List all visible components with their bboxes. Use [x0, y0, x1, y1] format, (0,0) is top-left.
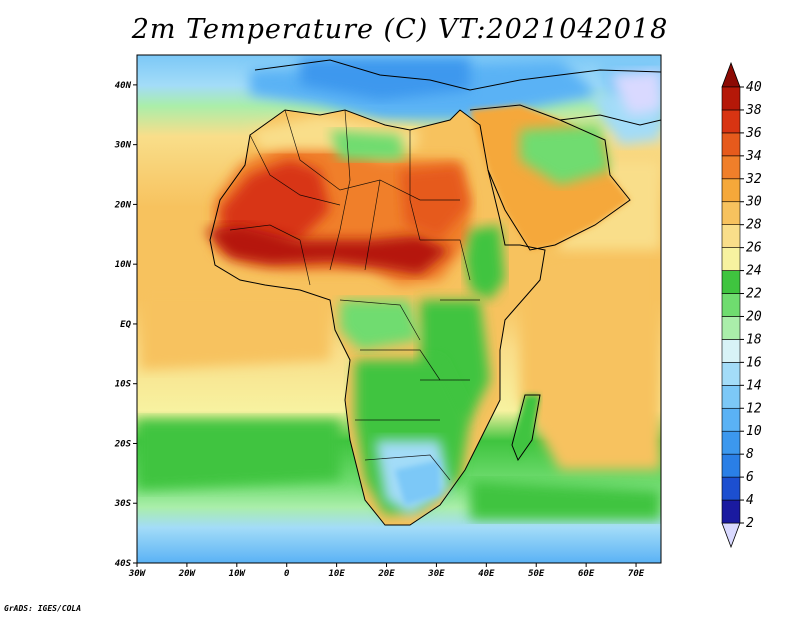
lon-tick-label: 20W [178, 569, 197, 579]
lon-tick-label: 10W [229, 569, 247, 579]
colorbar-swatch [721, 86, 741, 111]
colorbar-label: 8 [746, 447, 754, 462]
lon-tick-label: 50E [528, 569, 545, 579]
colorbar-label: 28 [746, 218, 762, 233]
colorbar-swatch [721, 453, 741, 478]
credit-label: GrADS: IGES/COLA [4, 604, 82, 613]
sahel-hottest [205, 225, 450, 275]
colorbar-swatch [721, 407, 741, 432]
colorbar-label: 38 [745, 103, 762, 118]
lat-tick-label: 30N [114, 141, 132, 151]
lat-tick-label: 10S [115, 380, 132, 390]
colorbar-swatch [721, 155, 741, 180]
lon-tick-label: 40E [478, 569, 495, 579]
borders [229, 109, 480, 481]
colorbar-swatch [721, 270, 741, 294]
colorbar-label: 18 [746, 332, 762, 347]
lon-tick-label: 10E [328, 569, 345, 579]
colorbar-label: 26 [746, 241, 762, 256]
colorbar-label: 12 [746, 401, 762, 416]
map-title: 2m Temperature (C) VT:2021042018 [131, 14, 669, 45]
lat-tick-label: 30S [114, 499, 132, 509]
lon-tick-label: 0 [284, 569, 290, 579]
lat-tick-label: 40S [115, 559, 132, 569]
axis-ticks: 30W 20W 10W 0 10E 20E 30E 40E 50E 60E 70E 40N 30N 20N… [114, 81, 645, 579]
colorbar-swatch [721, 362, 741, 386]
lon-tick-label: 20E [377, 569, 395, 579]
colorbar-label: 10 [746, 424, 762, 439]
colorbar-label: 2 [746, 516, 754, 531]
colorbar-swatch [721, 499, 741, 524]
lon-tick-label: 70E [628, 569, 645, 579]
colorbar-label: 36 [745, 126, 762, 141]
colorbar-bottom-arrow [721, 522, 741, 549]
colorbar-label: 30 [745, 195, 762, 210]
lon-tick-label: 60E [578, 569, 595, 579]
colorbar-swatch [721, 178, 741, 203]
lon-tick-label: 30W [128, 569, 147, 579]
colorbar-top-arrow [721, 61, 741, 88]
lat-tick-label: 40N [115, 81, 132, 91]
colorbar-label: 34 [745, 149, 762, 164]
lat-tick-label: EQ [120, 320, 131, 330]
lon-tick-label: 30E [427, 569, 445, 579]
lat-tick-label: 20N [114, 200, 132, 210]
colorbar-swatch [721, 385, 741, 409]
colorbar-label: 22 [746, 287, 762, 302]
colorbar-swatch [721, 316, 741, 340]
colorbar-swatch [721, 247, 741, 271]
colorbar-label: 32 [745, 172, 762, 187]
colorbar-swatch [721, 430, 741, 455]
madagascar [512, 395, 540, 460]
colorbar-label: 14 [746, 378, 762, 393]
colorbar-swatch [721, 132, 741, 157]
colorbar-label: 20 [746, 309, 762, 324]
colorbar-swatch [721, 224, 741, 248]
colorbar-label: 4 [746, 493, 754, 508]
colorbar-label: 24 [746, 264, 762, 279]
colorbar-swatch [721, 293, 741, 317]
colorbar-swatch [721, 109, 741, 134]
colorbar-label: 40 [746, 80, 762, 95]
colorbar-swatch [721, 339, 741, 363]
colorbar-label: 16 [746, 355, 762, 370]
colorbar-swatch [721, 476, 741, 501]
lat-tick-label: 20S [114, 439, 132, 449]
colorbar-label: 6 [746, 470, 754, 485]
lat-tick-label: 10N [115, 260, 132, 270]
map-field [137, 55, 661, 563]
indian-ocean-warm [520, 230, 661, 470]
plot-frame [136, 54, 662, 564]
colorbar-swatch [721, 201, 741, 225]
